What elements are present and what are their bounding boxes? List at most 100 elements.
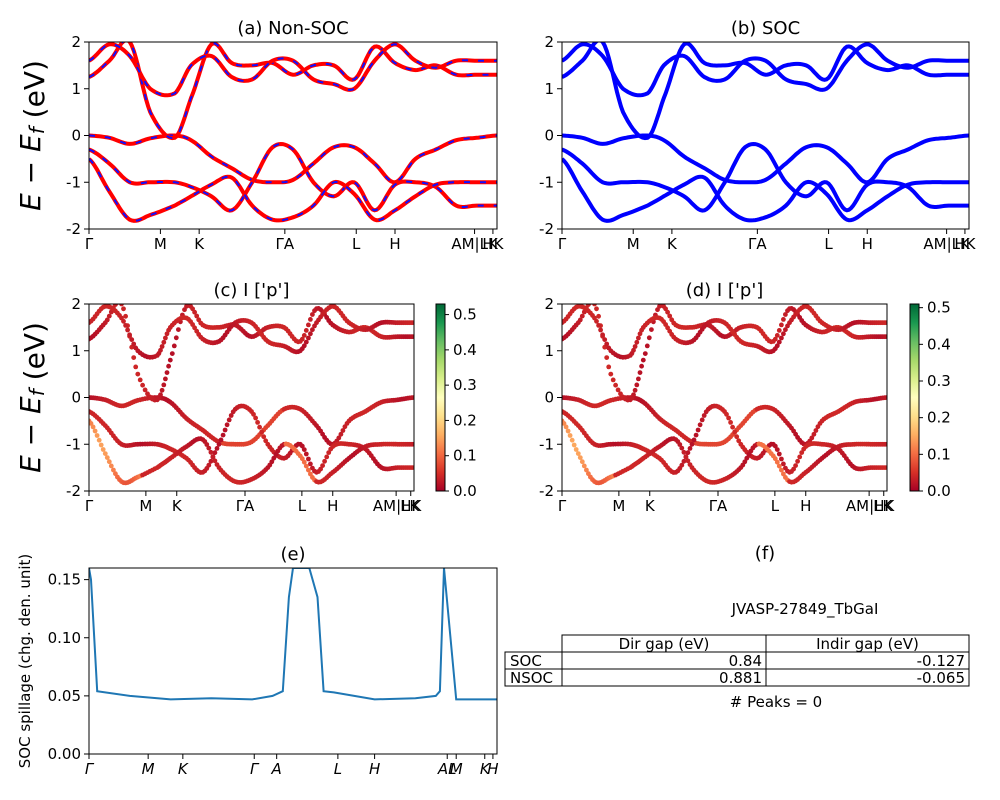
band-point-d bbox=[681, 458, 687, 464]
band-point-d bbox=[695, 427, 701, 433]
spillage-line bbox=[89, 568, 497, 701]
band-point-c bbox=[301, 447, 307, 452]
band-point-c bbox=[169, 351, 175, 356]
band-point-d bbox=[776, 339, 782, 345]
band-point-c bbox=[161, 339, 167, 345]
table-row-label: NSOC bbox=[510, 669, 553, 687]
y-axis-label-c-part: f bbox=[25, 386, 49, 396]
band-point-d bbox=[699, 417, 705, 423]
band-point-c bbox=[159, 344, 165, 349]
band-point-d bbox=[779, 467, 784, 473]
band-point-d bbox=[567, 433, 573, 438]
x-tick-label-c: M bbox=[139, 497, 152, 515]
band-point-c bbox=[299, 443, 305, 449]
plot-area-b bbox=[562, 42, 969, 223]
band-point-c bbox=[308, 461, 313, 467]
band-point-d bbox=[772, 336, 778, 342]
band-point-d bbox=[797, 454, 803, 460]
band-point-d bbox=[594, 318, 599, 324]
band-point-d bbox=[774, 343, 780, 349]
band-point-c bbox=[261, 434, 267, 440]
y-tick-label-e: 0.10 bbox=[48, 629, 81, 647]
x-tick-label-d: HK bbox=[873, 497, 895, 515]
table-row-label: SOC bbox=[510, 652, 542, 670]
band-point-d bbox=[772, 456, 778, 462]
band-point-c bbox=[135, 371, 141, 377]
band-point-c bbox=[108, 463, 114, 469]
table-cell: 0.84 bbox=[729, 652, 762, 670]
band-line-a bbox=[89, 141, 497, 213]
plot-area-e bbox=[89, 568, 497, 701]
band-point-d bbox=[776, 451, 782, 457]
band-point-d bbox=[579, 313, 585, 319]
band-point-d bbox=[594, 306, 599, 312]
band-point-d bbox=[809, 435, 815, 441]
band-point-d bbox=[697, 422, 703, 428]
band-point-c bbox=[208, 458, 214, 464]
band-point-c bbox=[210, 454, 216, 459]
band-point-d bbox=[632, 344, 638, 349]
x-tick-label-c: Γ bbox=[85, 497, 94, 515]
x-tick-label-e: K bbox=[178, 760, 189, 778]
band-point-c bbox=[212, 458, 218, 464]
x-tick-label-c: AM|LK bbox=[373, 497, 421, 515]
band-point-d bbox=[636, 376, 641, 382]
band-point-c bbox=[119, 304, 124, 307]
band-point-c bbox=[253, 415, 258, 421]
y-tick-label-d: -2 bbox=[539, 482, 554, 500]
band-point-d bbox=[791, 466, 796, 472]
colorbar-tick-label-d: 0.0 bbox=[927, 482, 951, 500]
colorbar-tick-label-c: 0.4 bbox=[453, 341, 477, 359]
x-tick-label-b: K bbox=[667, 235, 678, 253]
y-tick-label-b: 1 bbox=[544, 80, 554, 98]
band-point-c bbox=[301, 343, 307, 349]
band-point-d bbox=[613, 382, 618, 388]
x-tick-label-e: AL bbox=[437, 760, 457, 778]
band-point-d bbox=[813, 428, 819, 433]
band-point-c bbox=[255, 420, 260, 425]
band-point-d bbox=[596, 323, 601, 328]
band-point-c bbox=[336, 435, 342, 441]
table-caption: JVASP-27849_TbGaI bbox=[731, 600, 879, 619]
band-point-c bbox=[176, 327, 181, 332]
band-point-c bbox=[269, 459, 275, 465]
band-line-dash-a bbox=[89, 134, 497, 184]
band-point-d bbox=[884, 320, 887, 326]
band-point-c bbox=[133, 364, 139, 370]
y-axis-label-c-part: E bbox=[14, 455, 47, 473]
band-point-d bbox=[649, 327, 654, 332]
band-point-d bbox=[736, 438, 742, 444]
colorbar-tick-label-d: 0.4 bbox=[927, 335, 951, 353]
band-point-d bbox=[744, 455, 750, 461]
band-point-d bbox=[575, 451, 581, 456]
band-point-c bbox=[204, 442, 210, 447]
x-tick-label-d: L bbox=[771, 497, 780, 515]
band-point-c bbox=[121, 318, 126, 324]
band-point-d bbox=[632, 387, 638, 393]
band-point-d bbox=[577, 455, 583, 460]
band-point-d bbox=[598, 327, 603, 333]
band-point-c bbox=[322, 458, 327, 464]
band-point-d bbox=[637, 370, 643, 375]
band-point-d bbox=[689, 441, 695, 447]
axes-frame-b bbox=[561, 41, 970, 230]
y-axis-label-c-part: − bbox=[14, 414, 47, 455]
band-point-c bbox=[324, 454, 330, 460]
band-point-d bbox=[608, 371, 614, 377]
band-point-c bbox=[338, 431, 344, 437]
band-point-c bbox=[303, 339, 309, 345]
band-point-d bbox=[604, 341, 610, 347]
band-point-d bbox=[679, 462, 685, 468]
title-c: (c) I ['p'] bbox=[213, 280, 289, 301]
x-tick-label-a: ΓA bbox=[276, 235, 295, 253]
band-point-c bbox=[212, 450, 218, 456]
x-tick-label-e: A bbox=[271, 760, 282, 778]
band-point-c bbox=[125, 327, 130, 333]
band-point-d bbox=[573, 447, 579, 452]
y-tick-label-b: 0 bbox=[544, 127, 554, 145]
title-e: (e) bbox=[280, 544, 305, 565]
band-point-c bbox=[228, 413, 234, 418]
y-tick-label-e: 0.15 bbox=[48, 571, 81, 589]
